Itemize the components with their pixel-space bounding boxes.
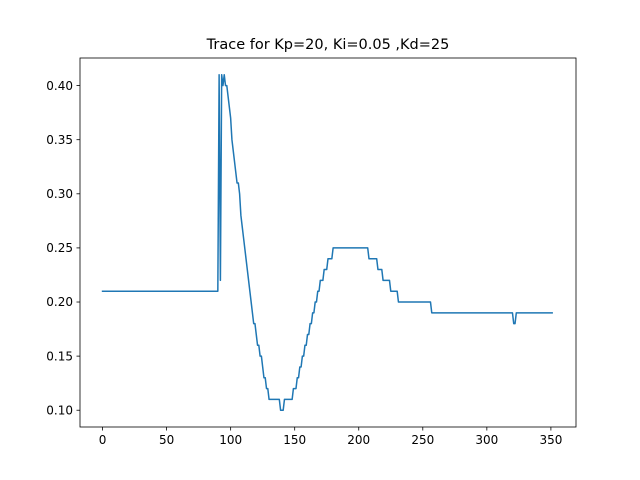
y-tick-label: 0.10 [46, 403, 73, 417]
x-tick-label: 0 [99, 433, 107, 447]
series-line-0 [101, 74, 553, 411]
x-tick-label: 300 [475, 433, 498, 447]
y-tick-label: 0.20 [46, 295, 73, 309]
x-tick-label: 200 [347, 433, 370, 447]
x-tick-label: 250 [411, 433, 434, 447]
y-tick-label: 0.40 [46, 79, 73, 93]
x-tick-label: 150 [283, 433, 306, 447]
axes-frame [79, 57, 577, 428]
plot-area: 0 50 100 150 200 250 300 350 0.10 0.15 0.20 0.25 0.3… [46, 57, 577, 447]
x-tick-label: 100 [219, 433, 242, 447]
y-tick-label: 0.25 [46, 241, 73, 255]
x-tick-label: 350 [539, 433, 562, 447]
y-tick-label: 0.30 [46, 187, 73, 201]
y-tick-label: 0.35 [46, 133, 73, 147]
chart-title: Trace for Kp=20, Ki=0.05 ,Kd=25 [206, 37, 450, 53]
y-tick-label: 0.15 [46, 349, 73, 363]
x-tick-label: 50 [159, 433, 174, 447]
